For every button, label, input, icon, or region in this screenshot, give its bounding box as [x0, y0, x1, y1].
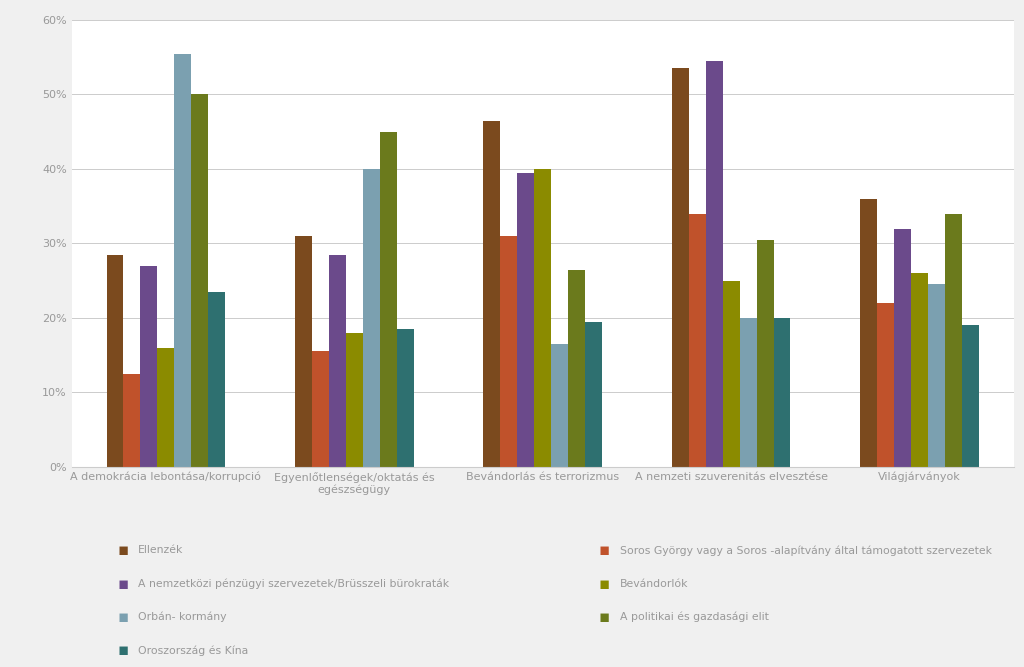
Bar: [380, 132, 396, 467]
Text: A nemzetközi pénzügyi szervezetek/Brüsszeli bürokraták: A nemzetközi pénzügyi szervezetek/Brüssz…: [138, 578, 450, 589]
Bar: [124, 374, 140, 467]
Bar: [585, 321, 602, 467]
Bar: [568, 269, 585, 467]
Bar: [501, 236, 517, 467]
Bar: [706, 61, 723, 467]
Bar: [312, 352, 329, 467]
Bar: [773, 318, 791, 467]
Bar: [672, 69, 689, 467]
Bar: [208, 292, 225, 467]
Text: Oroszország és Kína: Oroszország és Kína: [138, 645, 249, 656]
Bar: [396, 329, 414, 467]
Bar: [757, 239, 773, 467]
Bar: [739, 318, 757, 467]
Text: Ellenzék: Ellenzék: [138, 546, 183, 555]
Text: Soros György vagy a Soros -alapítvány által támogatott szervezetek: Soros György vagy a Soros -alapítvány ál…: [620, 545, 991, 556]
Bar: [551, 344, 568, 467]
Bar: [945, 213, 962, 467]
Text: ▪: ▪: [599, 575, 609, 592]
Bar: [158, 348, 174, 467]
Text: A politikai és gazdasági elit: A politikai és gazdasági elit: [620, 612, 768, 622]
Bar: [689, 213, 706, 467]
Text: ▪: ▪: [118, 642, 128, 659]
Bar: [723, 281, 739, 467]
Bar: [878, 303, 894, 467]
Bar: [140, 265, 158, 467]
Bar: [517, 173, 535, 467]
Bar: [894, 229, 911, 467]
Bar: [174, 53, 191, 467]
Bar: [962, 325, 979, 467]
Bar: [329, 255, 346, 467]
Bar: [860, 199, 878, 467]
Text: ▪: ▪: [118, 608, 128, 626]
Bar: [362, 169, 380, 467]
Bar: [928, 284, 945, 467]
Bar: [346, 333, 362, 467]
Text: Orbán- kormány: Orbán- kormány: [138, 612, 226, 622]
Bar: [191, 95, 208, 467]
Bar: [911, 273, 928, 467]
Bar: [535, 169, 551, 467]
Text: ▪: ▪: [599, 542, 609, 559]
Text: ▪: ▪: [118, 542, 128, 559]
Text: Bevándorlók: Bevándorlók: [620, 579, 688, 588]
Text: ▪: ▪: [599, 608, 609, 626]
Bar: [106, 255, 124, 467]
Text: ▪: ▪: [118, 575, 128, 592]
Bar: [483, 121, 501, 467]
Bar: [295, 236, 312, 467]
